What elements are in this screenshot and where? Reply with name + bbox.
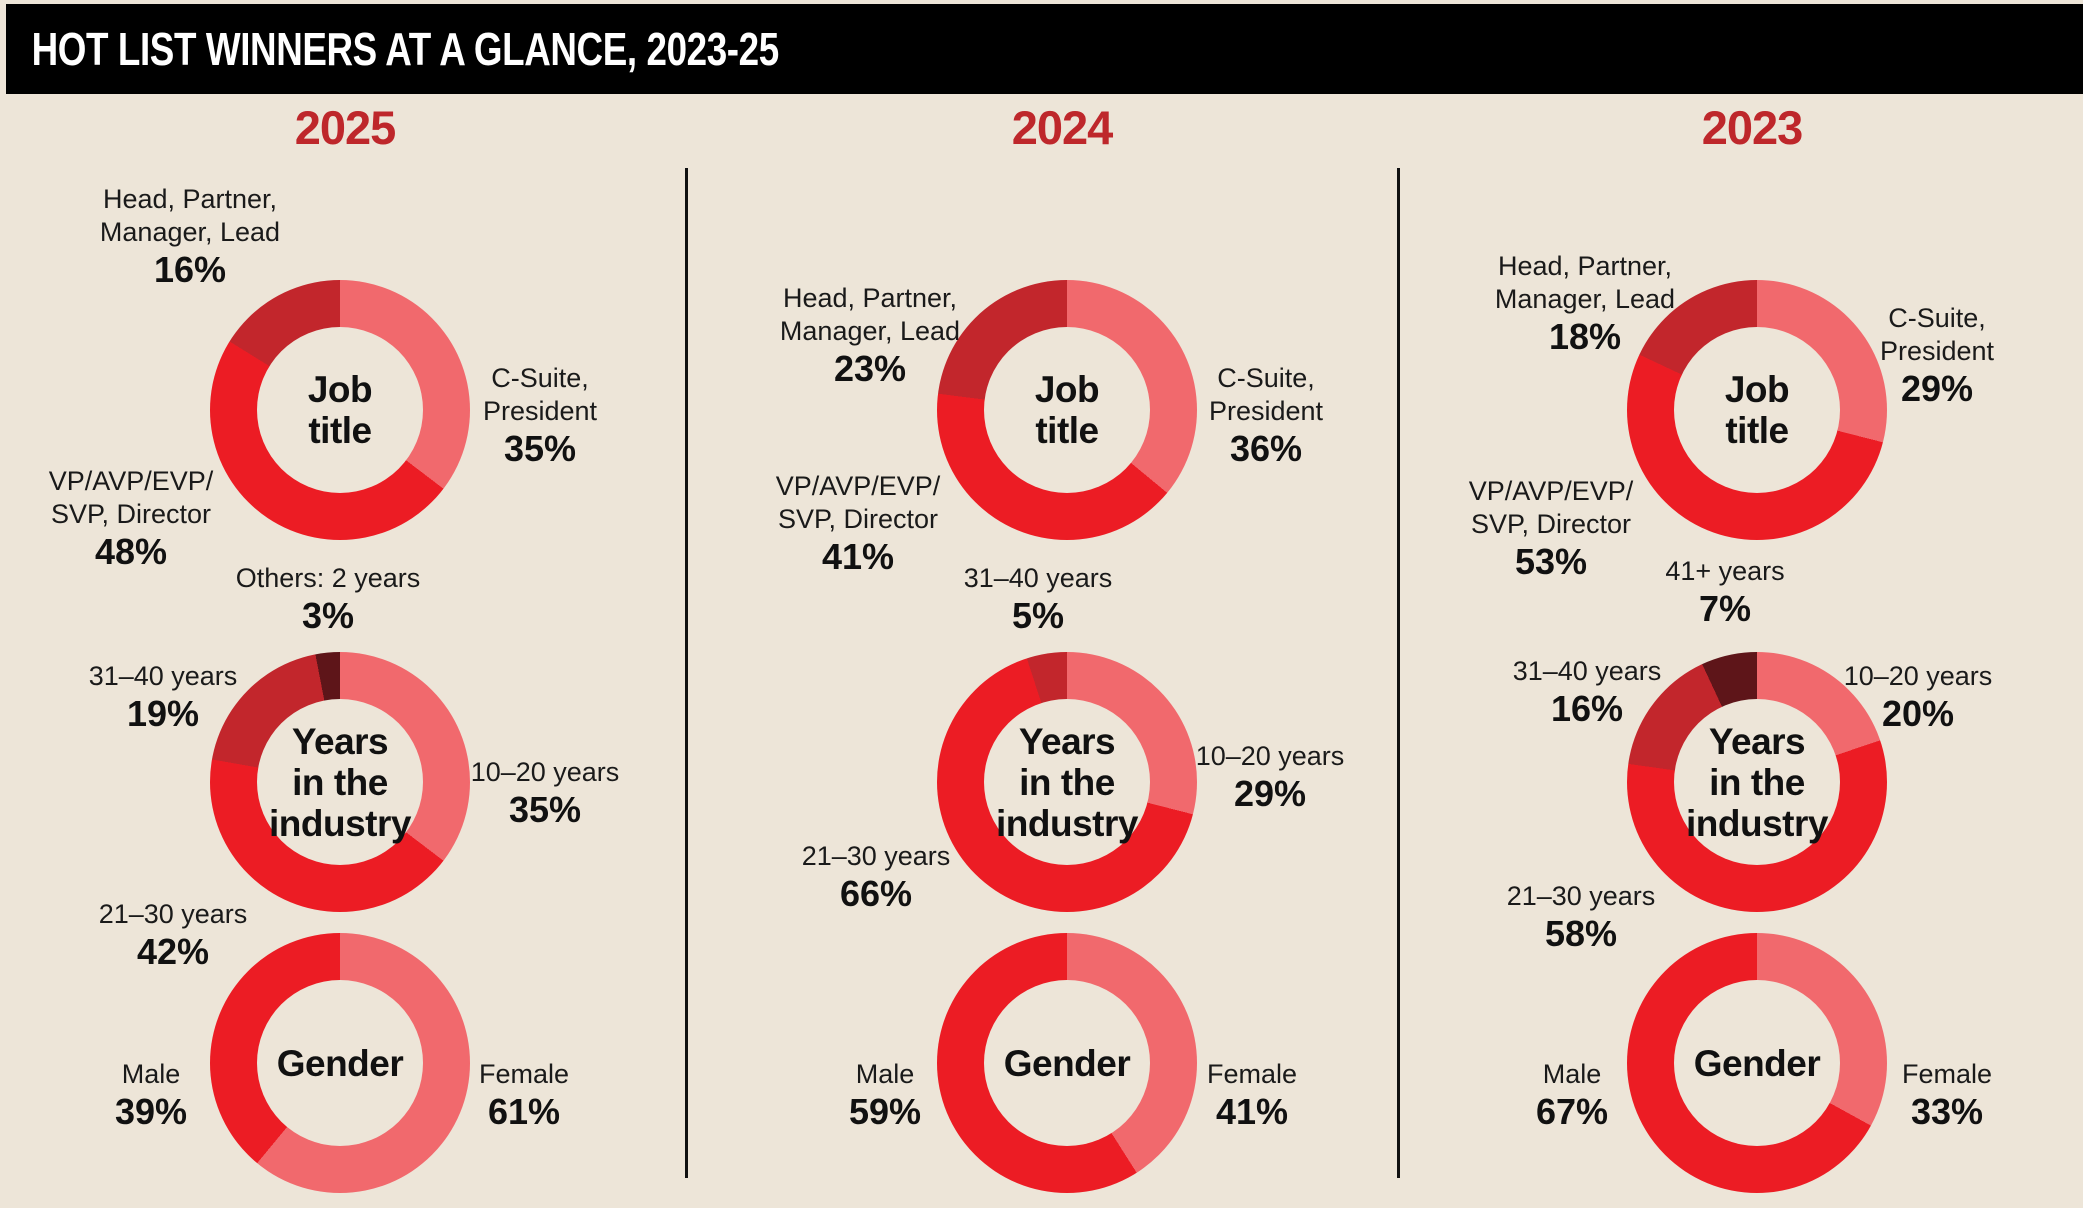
label-female: Female 41% — [1206, 1059, 1298, 1132]
year-heading-2025: 2025 — [294, 101, 397, 154]
page-title: HOT LIST WINNERS AT A GLANCE, 2023-25 — [31, 23, 780, 75]
donut-2025-job-title: Job title — [210, 280, 470, 540]
column-divider — [1397, 168, 1400, 1178]
label-head-partner: Head, Partner, Manager, Lead 18% — [1494, 251, 1676, 357]
column-divider — [685, 168, 688, 1178]
label-vp: VP/AVP/EVP/ SVP, Director 48% — [48, 466, 214, 572]
chart-title: Job title — [1034, 369, 1100, 451]
chart-title: Gender — [1693, 1042, 1821, 1084]
label-10-20: 10–20 years 35% — [470, 757, 620, 830]
label-21-30: 21–30 years 66% — [801, 841, 951, 914]
label-21-30: 21–30 years 42% — [98, 899, 248, 972]
donut-hole: Job title — [984, 327, 1150, 493]
label-31-40: 31–40 years 19% — [88, 661, 238, 734]
donut-2025-gender: Gender — [210, 933, 470, 1193]
label-male: Male 67% — [1535, 1059, 1609, 1132]
year-heading-2024: 2024 — [1011, 101, 1114, 154]
label-csuite: C-Suite, President 35% — [482, 363, 598, 469]
label-male: Male 59% — [848, 1059, 922, 1132]
label-10-20: 10–20 years 20% — [1843, 661, 1993, 734]
year-heading-2023: 2023 — [1701, 101, 1804, 154]
donut-2024-job-title: Job title — [937, 280, 1197, 540]
donut-2025-years: Years in the industry — [210, 652, 470, 912]
donut-hole: Years in the industry — [257, 699, 423, 865]
chart-title: Years in the industry — [1686, 720, 1828, 844]
donut-2023-gender: Gender — [1627, 933, 1887, 1193]
donut-hole: Job title — [1674, 327, 1840, 493]
donut-hole: Job title — [257, 327, 423, 493]
chart-title: Years in the industry — [996, 720, 1138, 844]
label-csuite: C-Suite, President 29% — [1879, 303, 1995, 409]
label-10-20: 10–20 years 29% — [1195, 741, 1345, 814]
chart-title: Gender — [1003, 1042, 1131, 1084]
donut-2023-job-title: Job title — [1627, 280, 1887, 540]
label-head-partner: Head, Partner, Manager, Lead 16% — [99, 184, 281, 290]
chart-title: Years in the industry — [269, 720, 411, 844]
label-others: Others: 2 years 3% — [235, 563, 421, 636]
chart-title: Gender — [276, 1042, 404, 1084]
label-21-30: 21–30 years 58% — [1506, 881, 1656, 954]
label-csuite: C-Suite, President 36% — [1208, 363, 1324, 469]
donut-hole: Years in the industry — [1674, 699, 1840, 865]
label-41plus: 41+ years 7% — [1665, 556, 1785, 629]
label-female: Female 61% — [478, 1059, 570, 1132]
donut-2024-years: Years in the industry — [937, 652, 1197, 912]
label-vp: VP/AVP/EVP/ SVP, Director 53% — [1468, 476, 1634, 582]
label-male: Male 39% — [114, 1059, 188, 1132]
label-female: Female 33% — [1901, 1059, 1993, 1132]
label-head-partner: Head, Partner, Manager, Lead 23% — [779, 283, 961, 389]
chart-title: Job title — [307, 369, 373, 451]
donut-2023-years: Years in the industry — [1627, 652, 1887, 912]
donut-hole: Years in the industry — [984, 699, 1150, 865]
donut-hole: Gender — [257, 980, 423, 1146]
donut-hole: Gender — [984, 980, 1150, 1146]
chart-title: Job title — [1724, 369, 1790, 451]
label-31-40: 31–40 years 5% — [963, 563, 1113, 636]
label-vp: VP/AVP/EVP/ SVP, Director 41% — [775, 471, 941, 577]
header-bar: HOT LIST WINNERS AT A GLANCE, 2023-25 — [6, 4, 2083, 94]
donut-2024-gender: Gender — [937, 933, 1197, 1193]
label-31-40: 31–40 years 16% — [1512, 656, 1662, 729]
donut-hole: Gender — [1674, 980, 1840, 1146]
